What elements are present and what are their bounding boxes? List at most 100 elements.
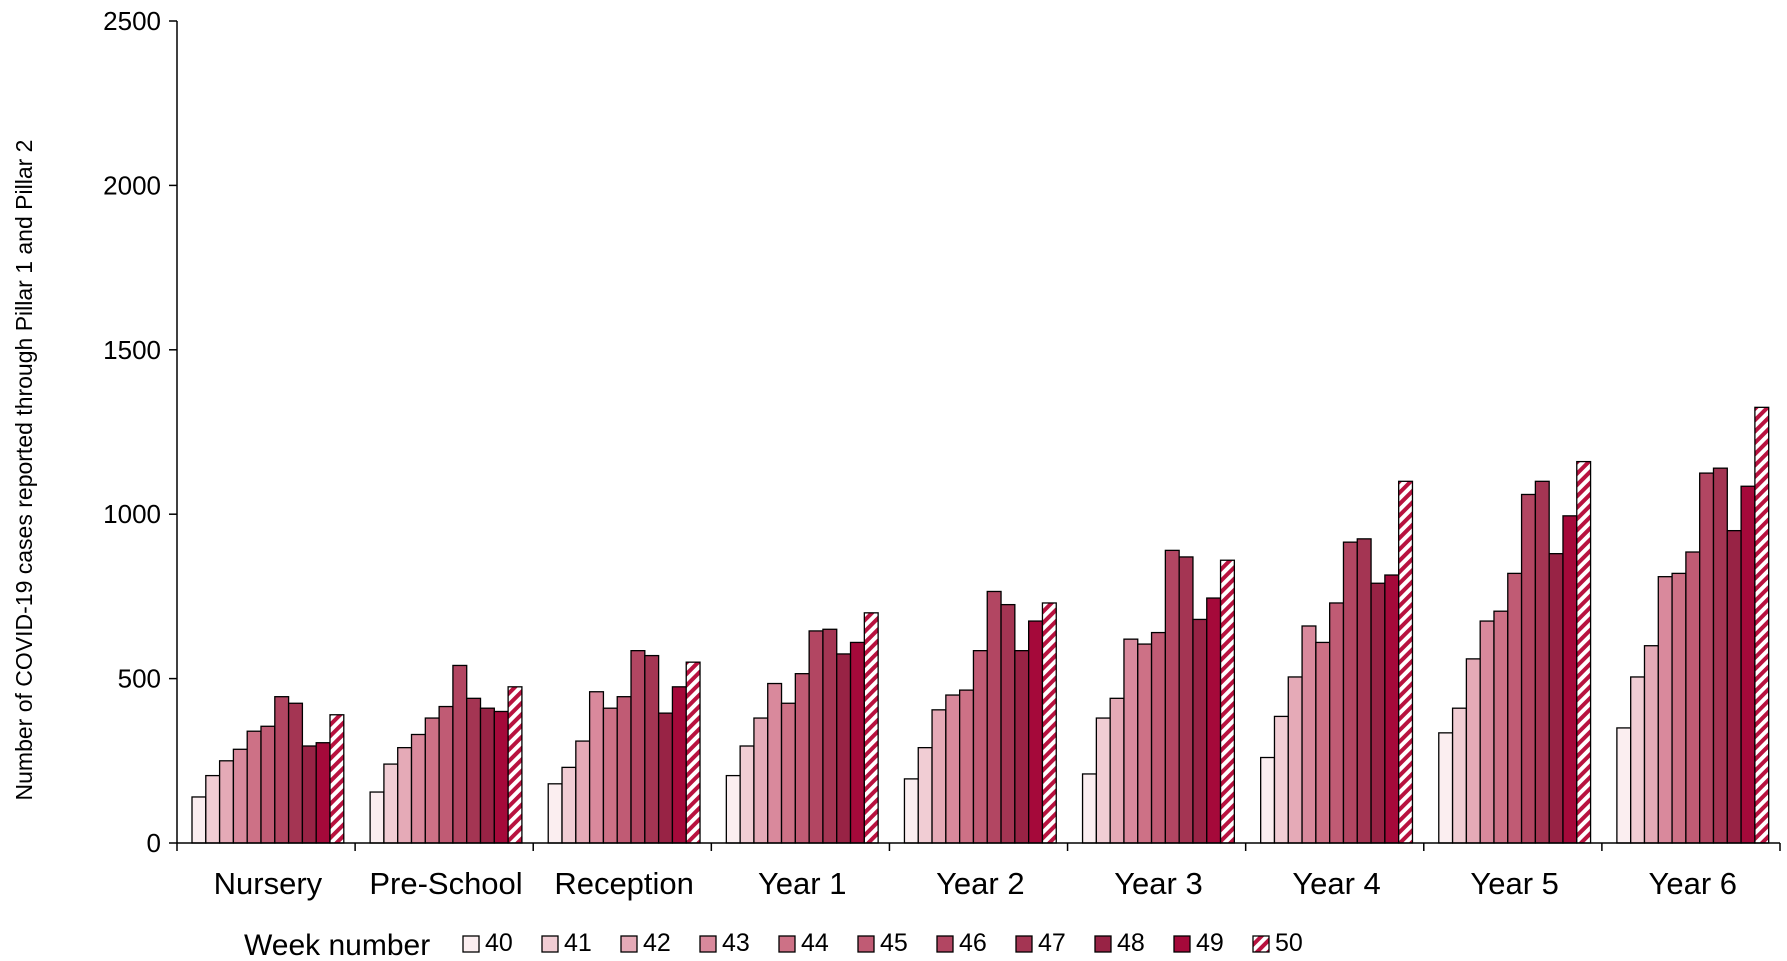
x-category-label: Year 3 xyxy=(1114,866,1203,901)
bar-year-2-week-46 xyxy=(986,590,1002,844)
bar-reception-week-48 xyxy=(657,712,674,844)
bar-year-3-week-49 xyxy=(1206,597,1222,844)
bar-pre-school-week-49 xyxy=(493,710,509,844)
y-tick-label: 0 xyxy=(147,828,161,858)
bar-year-4-week-45 xyxy=(1329,602,1345,844)
bar-year-6-week-42 xyxy=(1643,645,1659,844)
bar-year-5-week-46 xyxy=(1520,493,1537,844)
bar-year-2-week-40 xyxy=(903,778,919,844)
bar-year-1-week-43 xyxy=(767,682,783,844)
bar-nursery-week-47 xyxy=(287,702,304,844)
bar-year-6-week-43 xyxy=(1657,576,1673,844)
x-category-label: Year 5 xyxy=(1470,866,1559,901)
bar-year-5-week-41 xyxy=(1451,707,1468,844)
bar-nursery-week-41 xyxy=(205,774,221,844)
bar-reception-week-50 xyxy=(685,661,701,844)
bar-year-6-week-40 xyxy=(1616,727,1632,844)
bar-nursery-week-44 xyxy=(246,730,262,844)
bar-year-6-week-44 xyxy=(1671,572,1687,844)
legend: Week number 40 41 42 43 44 45 46 47 48 49 50 xyxy=(244,929,1303,961)
bar-year-3-week-48 xyxy=(1192,618,1208,844)
bar-year-4-week-44 xyxy=(1315,641,1331,844)
bar-reception-week-41 xyxy=(561,766,577,844)
bar-year-2-week-41 xyxy=(917,746,933,844)
bar-year-1-week-40 xyxy=(725,774,741,844)
bar-pre-school-week-42 xyxy=(397,746,413,844)
bar-year-2-week-49 xyxy=(1027,620,1044,844)
legend-label-week-46: 46 xyxy=(959,929,987,957)
bar-pre-school-week-46 xyxy=(452,664,468,844)
legend-label-week-48: 48 xyxy=(1117,929,1145,957)
bar-year-3-week-47 xyxy=(1178,556,1194,844)
bar-year-1-week-47 xyxy=(822,628,838,844)
legend-label-week-49: 49 xyxy=(1196,929,1224,957)
bar-year-5-week-48 xyxy=(1548,553,1564,844)
bar-year-1-week-50 xyxy=(863,612,879,844)
legend-label-week-42: 42 xyxy=(643,929,671,957)
bar-year-3-week-43 xyxy=(1123,638,1139,844)
bar-year-5-week-44 xyxy=(1493,610,1509,844)
legend-swatch-week-50 xyxy=(1252,935,1270,953)
bar-year-4-week-41 xyxy=(1273,715,1289,844)
bar-year-5-week-45 xyxy=(1507,572,1523,844)
bar-year-2-week-48 xyxy=(1014,650,1030,844)
bar-year-3-week-46 xyxy=(1164,549,1180,844)
legend-label-week-41: 41 xyxy=(564,929,592,957)
legend-swatch-week-46 xyxy=(936,935,954,953)
bar-year-5-week-49 xyxy=(1562,515,1578,844)
bar-year-1-week-48 xyxy=(836,653,852,844)
bar-nursery-week-48 xyxy=(301,745,317,844)
x-axis: Nursery Pre-School Reception Year 1 Year 2 Ye… xyxy=(176,842,1781,901)
bar-reception-week-42 xyxy=(575,740,591,844)
bar-nursery-week-46 xyxy=(274,696,290,844)
legend-label-week-40: 40 xyxy=(485,929,513,957)
bar-year-6-week-45 xyxy=(1685,551,1701,844)
legend-swatch-week-45 xyxy=(857,935,875,953)
bar-year-1-week-45 xyxy=(794,673,810,844)
bars xyxy=(191,406,1770,844)
bar-year-4-week-48 xyxy=(1370,582,1386,844)
x-category-label: Pre-School xyxy=(369,866,522,901)
legend-label-week-47: 47 xyxy=(1038,929,1066,957)
legend-label-week-45: 45 xyxy=(880,929,908,957)
bar-year-4-week-46 xyxy=(1342,541,1358,844)
bar-year-4-week-43 xyxy=(1301,625,1317,844)
bar-nursery-week-50 xyxy=(329,714,345,844)
bar-year-2-week-44 xyxy=(958,689,975,844)
bar-year-3-week-41 xyxy=(1095,717,1111,844)
bar-year-6-week-49 xyxy=(1740,485,1756,844)
bar-year-6-week-47 xyxy=(1712,467,1728,844)
y-tick-label: 500 xyxy=(118,664,161,694)
x-category-label: Year 4 xyxy=(1292,866,1381,901)
bar-year-4-week-40 xyxy=(1260,756,1276,844)
x-category-label: Year 1 xyxy=(758,866,847,901)
bar-year-5-week-50 xyxy=(1576,460,1592,844)
bar-year-1-week-42 xyxy=(753,717,769,844)
bar-year-3-week-44 xyxy=(1137,643,1153,844)
legend-label-week-50: 50 xyxy=(1275,929,1303,957)
bar-nursery-week-49 xyxy=(315,742,331,844)
bar-year-6-week-48 xyxy=(1726,529,1742,844)
bar-reception-week-47 xyxy=(644,654,660,844)
x-category-label: Year 2 xyxy=(936,866,1025,901)
y-tick-label: 1500 xyxy=(103,335,161,365)
y-tick-label: 1000 xyxy=(103,499,161,529)
bar-reception-week-49 xyxy=(671,686,687,844)
y-axis: 0 500 1000 1500 2000 2500 xyxy=(103,6,178,858)
bar-pre-school-week-45 xyxy=(438,705,454,844)
bar-nursery-week-43 xyxy=(232,748,248,844)
y-tick-label: 2500 xyxy=(103,6,161,36)
bar-year-4-week-50 xyxy=(1398,480,1414,844)
bar-nursery-week-45 xyxy=(260,725,276,844)
legend-swatch-week-44 xyxy=(778,935,796,953)
bar-pre-school-week-50 xyxy=(507,686,523,844)
legend-swatch-week-41 xyxy=(541,935,559,953)
bar-pre-school-week-48 xyxy=(479,707,495,844)
bar-pre-school-week-41 xyxy=(383,763,399,844)
bar-year-5-week-47 xyxy=(1534,480,1550,844)
bar-year-1-week-46 xyxy=(808,630,824,844)
bar-pre-school-week-40 xyxy=(369,791,385,844)
bar-reception-week-43 xyxy=(588,691,605,844)
bar-year-3-week-45 xyxy=(1150,631,1167,844)
